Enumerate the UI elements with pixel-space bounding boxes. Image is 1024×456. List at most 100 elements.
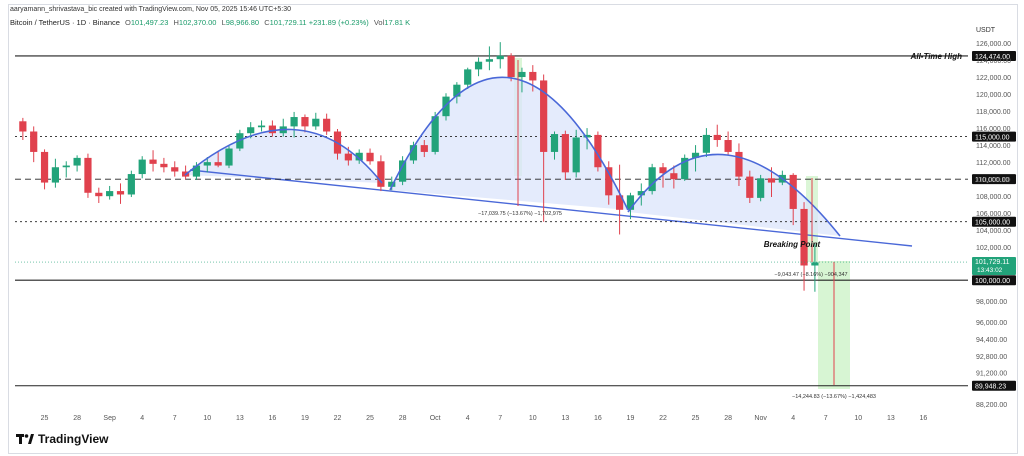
y-tick-1: 126,000.00 [976,41,1011,48]
candle-body-15 [171,167,179,172]
candle-body-6 [73,157,81,166]
measure-label-2: −9,043.47 (−8.16%) −904,347 [774,272,847,278]
x-tick-19: 19 [301,415,309,422]
candle-body-67 [735,151,743,177]
symbol-name[interactable]: Bitcoin / TetherUS · 1D · Binance [10,18,120,27]
candle-body-70 [767,178,776,183]
candle-body-44 [485,59,493,62]
level-label-1: 124,474.00 [975,54,1010,61]
x-tick-4: 4 [140,415,144,422]
candle-body-36 [399,160,407,182]
candle-body-50 [550,134,559,152]
candle-body-13 [149,159,157,164]
level-tag-4 [972,216,1016,227]
candle-body-22 [247,127,255,134]
x-tick-13: 13 [561,415,569,422]
y-tick-4: 120,000.00 [976,92,1011,99]
y-tick-8: 112,000.00 [976,160,1011,167]
candle-body-60 [659,167,667,174]
candle-body-27 [301,117,309,127]
high-value: 102,370.00 [178,18,217,27]
candle-body-29 [323,118,331,132]
x-tick-7: 7 [173,415,177,422]
x-tick-13: 13 [236,415,244,422]
candle-body-72 [789,174,797,209]
x-tick-16: 16 [269,415,277,422]
level-tag-2 [972,131,1016,142]
candle-body-59 [648,167,656,192]
candle-body-32 [355,152,363,161]
level-label-6: 89,948.23 [975,384,1006,391]
x-tick-10: 10 [203,415,211,422]
candle-body-12 [138,159,146,175]
x-tick-10: 10 [529,415,537,422]
measure-label-3: −14,244.83 (−13.67%) −1,424,483 [792,394,876,400]
dome-outline-3 [627,153,841,237]
candle-body-65 [713,134,721,141]
candle-body-54 [594,134,602,168]
candle-body-53 [583,134,591,138]
change-value: +231.89 (+0.23%) [308,18,369,27]
close-value: 101,729.11 [269,18,307,27]
y-tick-18: 91,200.00 [976,371,1007,378]
candle-body-24 [268,125,276,134]
candle-body-5 [62,165,70,168]
candle-body-63 [691,152,700,158]
x-tick-19: 19 [627,415,635,422]
dome-outline-1 [184,128,383,184]
candle-body-47 [518,71,526,78]
candle-body-8 [95,192,103,197]
measure-label-1: −17,039.75 (−13.67%) −1,702,975 [478,211,562,217]
neckline [189,169,913,247]
x-tick-Nov: Nov [754,415,767,422]
level-tag-1 [972,50,1016,61]
level-label-4: 105,000.00 [975,220,1010,227]
y-tick-15: 96,000.00 [976,320,1007,327]
candle-body-26 [290,117,298,127]
low-value: 98,966.80 [225,18,260,27]
x-tick-22: 22 [659,415,667,422]
candle-body-73 [800,208,808,266]
tradingview-logo-icon [16,434,34,444]
candle-body-7 [84,157,92,193]
candle-body-9 [106,191,114,197]
candle-body-20 [225,148,233,166]
y-tick-3: 122,000.00 [976,75,1011,82]
dome-outline-2 [389,76,629,211]
candle-body-38 [420,145,428,152]
y-tick-14: 98,000.00 [976,299,1007,306]
y-tick-9: 110,000.00 [976,177,1011,184]
candle-body-64 [702,134,710,153]
x-tick-4: 4 [466,415,470,422]
x-tick-28: 28 [724,415,732,422]
candle-body-48 [529,71,537,81]
volume-value: 17.81 K [384,18,411,27]
candle-body-46 [507,55,515,78]
level-label-2: 115,000.00 [975,135,1010,142]
x-tick-7: 7 [824,415,828,422]
y-tick-5: 118,000.00 [976,109,1011,116]
x-tick-10: 10 [854,415,862,422]
dome-fill-3 [628,154,840,236]
candle-body-45 [496,55,504,60]
candle-body-35 [388,181,396,187]
candle-body-40 [442,96,450,117]
candle-body-3 [40,151,49,183]
candle-body-14 [160,163,168,168]
x-tick-22: 22 [334,415,342,422]
tradingview-logo-text: TradingView [38,432,109,446]
candle-body-52 [572,137,580,173]
candle-body-18 [203,162,211,166]
level-tag-3 [972,174,1016,185]
candle-body-28 [312,118,320,127]
x-tick-Sep: Sep [103,415,116,422]
x-tick-4: 4 [791,415,795,422]
candle-body-31 [344,153,352,161]
level-tag-6 [972,380,1016,391]
y-tick-17: 92,800.00 [976,354,1007,361]
candle-body-23 [257,125,266,128]
y-tick-13: 102,000.00 [976,245,1011,252]
x-tick-7: 7 [498,415,502,422]
x-tick-28: 28 [399,415,407,422]
